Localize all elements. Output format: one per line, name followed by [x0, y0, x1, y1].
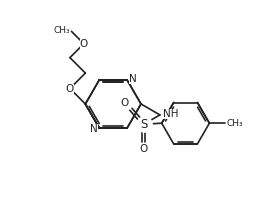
Text: O: O [140, 144, 148, 154]
Text: CH₃: CH₃ [226, 119, 243, 128]
Text: N: N [90, 124, 98, 134]
Text: N: N [129, 74, 136, 84]
Text: NH: NH [163, 109, 178, 119]
Text: O: O [66, 83, 74, 94]
Text: O: O [80, 39, 88, 49]
Text: O: O [121, 98, 129, 108]
Text: CH₃: CH₃ [54, 26, 71, 35]
Text: S: S [140, 118, 148, 131]
